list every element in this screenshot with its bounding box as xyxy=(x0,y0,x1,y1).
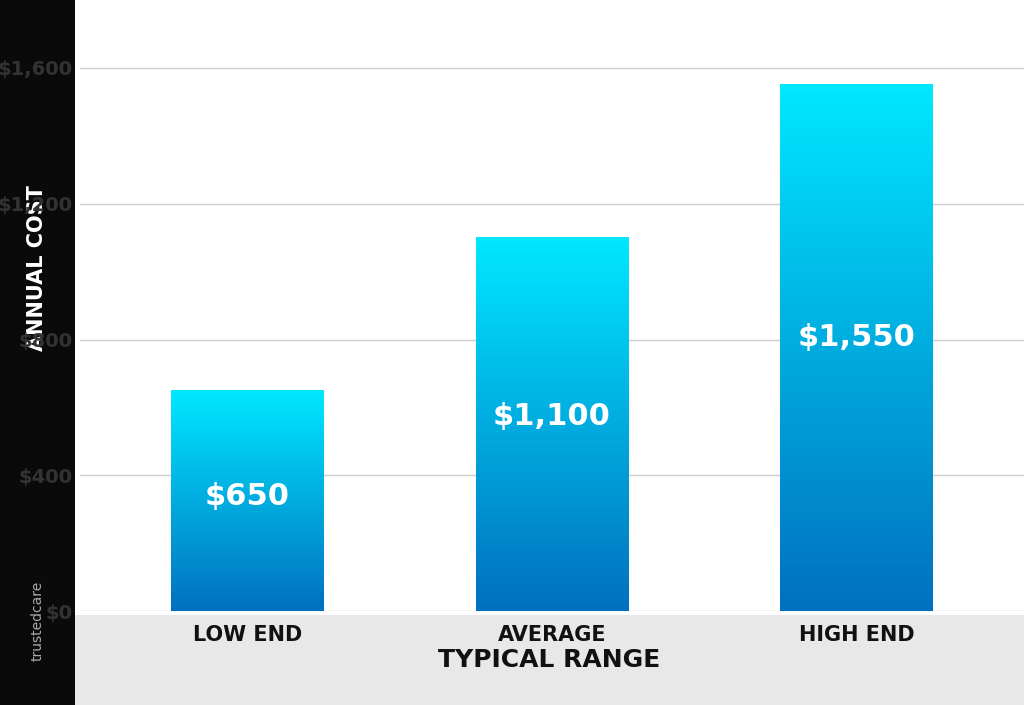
Text: $1,550: $1,550 xyxy=(798,323,915,352)
Text: ANNUAL COST: ANNUAL COST xyxy=(28,185,47,351)
Text: $650: $650 xyxy=(205,482,290,511)
Text: TYPICAL RANGE: TYPICAL RANGE xyxy=(438,648,660,672)
Text: $1,100: $1,100 xyxy=(493,403,611,431)
Text: trustedcare: trustedcare xyxy=(31,580,44,661)
